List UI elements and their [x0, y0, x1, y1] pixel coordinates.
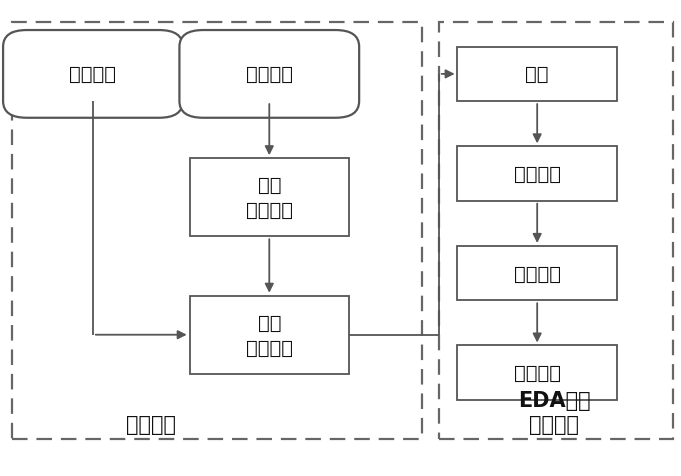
- Text: 用户电路: 用户电路: [246, 65, 293, 84]
- Bar: [439, 23, 673, 439]
- Text: 测试平台: 测试平台: [69, 65, 116, 84]
- Bar: [458, 246, 617, 301]
- Bar: [458, 346, 617, 400]
- Text: 编程下载: 编程下载: [513, 363, 560, 382]
- FancyBboxPatch shape: [179, 31, 359, 119]
- Bar: [189, 296, 349, 374]
- Text: EDA软件
自动完成: EDA软件 自动完成: [518, 390, 590, 435]
- Text: 布局布线: 布局布线: [513, 165, 560, 184]
- FancyBboxPatch shape: [3, 31, 183, 119]
- Bar: [458, 48, 617, 102]
- Bar: [189, 159, 349, 237]
- Text: 插入
测试平台: 插入 测试平台: [246, 313, 293, 357]
- Text: 分析
待测电路: 分析 待测电路: [246, 176, 293, 220]
- Text: 综合: 综合: [526, 65, 549, 84]
- Bar: [458, 147, 617, 201]
- Text: 手工完成: 手工完成: [125, 415, 176, 435]
- Bar: [12, 23, 422, 439]
- Text: 生成位流: 生成位流: [513, 264, 560, 283]
